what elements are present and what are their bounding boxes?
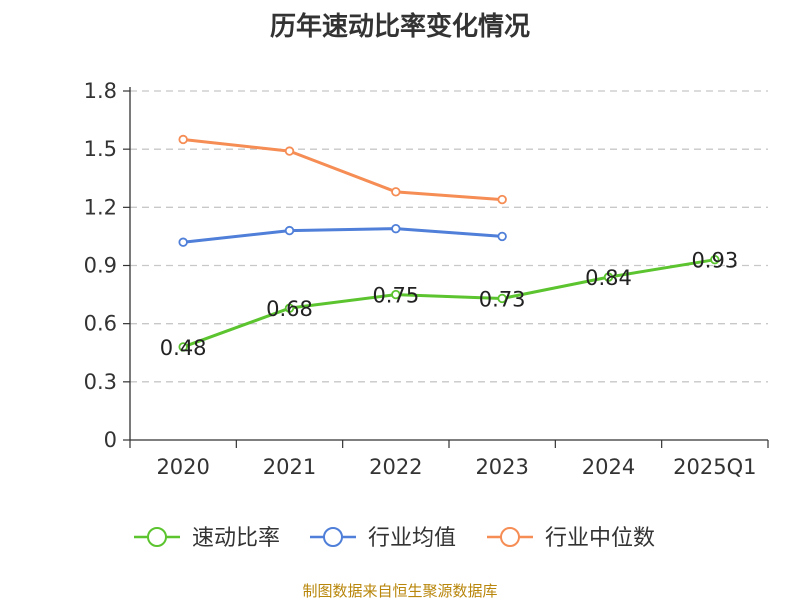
y-tick-label: 1.2 xyxy=(84,195,117,219)
x-tick-label: 2020 xyxy=(156,455,209,479)
data-point xyxy=(391,223,401,234)
data-point xyxy=(178,342,188,352)
y-tick-label: 0 xyxy=(104,428,117,452)
series-line xyxy=(181,137,504,202)
data-point xyxy=(391,187,401,197)
x-tick-label: 2025Q1 xyxy=(673,455,756,479)
legend-label: 速动比率 xyxy=(192,526,280,551)
series-line xyxy=(181,227,504,244)
data-label: 0.48 xyxy=(160,336,207,360)
data-label: 0.68 xyxy=(266,297,313,321)
data-point xyxy=(497,231,507,242)
data-point xyxy=(497,194,507,205)
chart-title: 历年速动比率变化情况 xyxy=(269,12,530,42)
data-point xyxy=(710,254,720,265)
x-tick-label: 2024 xyxy=(582,455,635,479)
data-point xyxy=(178,237,188,247)
y-tick-label: 1.8 xyxy=(84,79,117,103)
y-tick-label: 0.3 xyxy=(84,370,117,394)
legend-marker xyxy=(500,527,520,547)
data-label: 0.73 xyxy=(479,287,526,311)
y-tick-label: 1.5 xyxy=(84,137,117,161)
x-tick-label: 2023 xyxy=(475,455,528,479)
data-point xyxy=(284,225,295,236)
data-label: 0.93 xyxy=(691,249,738,273)
data-point xyxy=(603,272,614,282)
data-point xyxy=(284,303,295,313)
legend-marker xyxy=(147,527,167,547)
data-label: 0.75 xyxy=(372,284,419,308)
data-point xyxy=(178,134,188,145)
y-tick-label: 0.6 xyxy=(84,312,117,336)
y-tick-label: 0.9 xyxy=(84,254,117,278)
series-line xyxy=(181,258,717,349)
data-label: 0.84 xyxy=(585,266,632,290)
legend-label: 行业中位数 xyxy=(545,526,655,551)
data-point xyxy=(284,146,295,156)
source-note: 制图数据来自恒生聚源数据库 xyxy=(302,582,498,600)
data-point xyxy=(497,293,507,304)
legend-marker xyxy=(323,527,343,547)
x-tick-label: 2022 xyxy=(369,455,422,479)
legend-label: 行业均值 xyxy=(368,526,456,551)
data-point xyxy=(391,289,401,300)
x-tick-label: 2021 xyxy=(263,455,316,479)
